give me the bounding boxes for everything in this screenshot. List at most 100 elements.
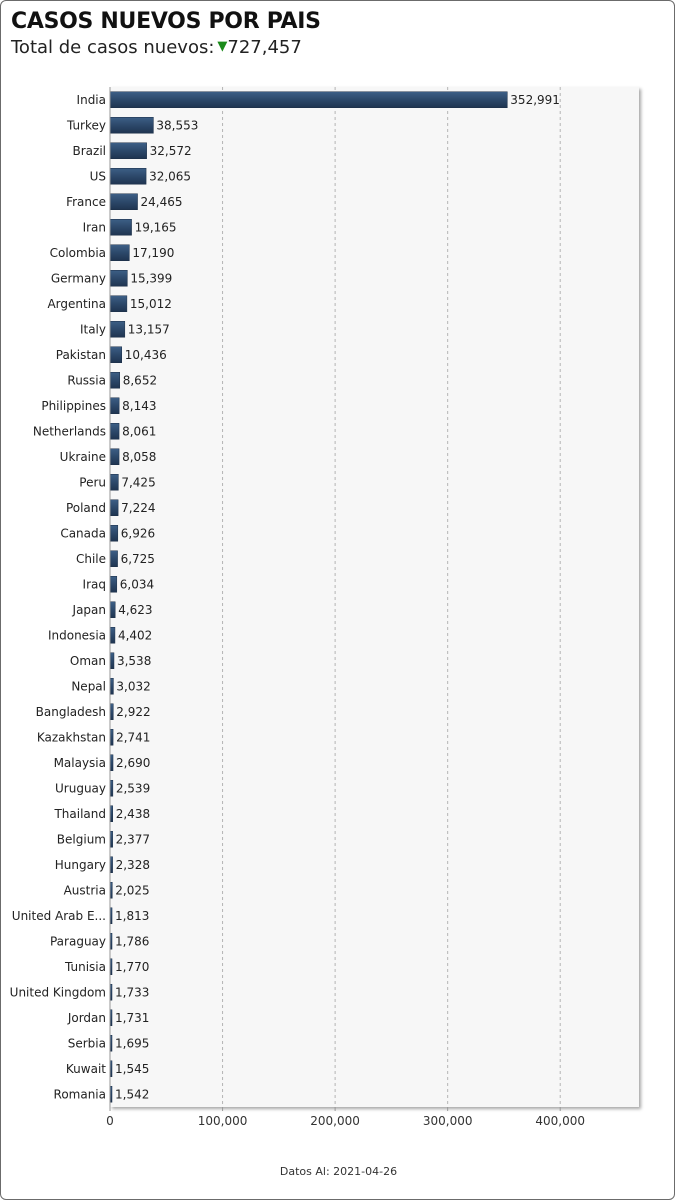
value-label: 3,538 xyxy=(117,654,151,668)
grid-lines xyxy=(222,87,561,1107)
x-tick-label: 100,000 xyxy=(198,1114,248,1128)
category-label: Nepal xyxy=(71,679,106,693)
page-title: CASOS NUEVOS POR PAIS xyxy=(11,9,321,34)
value-label: 13,157 xyxy=(128,322,170,336)
footer-date-value: 2021-04-26 xyxy=(333,1165,398,1178)
subtitle-label: Total de casos nuevos: xyxy=(11,37,215,58)
bar xyxy=(109,219,132,236)
value-label: 10,436 xyxy=(125,348,167,362)
category-label: Jordan xyxy=(67,1011,106,1025)
category-label: Thailand xyxy=(53,807,106,821)
value-label: 8,652 xyxy=(123,373,157,387)
bar xyxy=(109,270,128,287)
value-label: 19,165 xyxy=(135,220,177,234)
bar xyxy=(109,244,130,261)
category-label: Philippines xyxy=(41,399,106,413)
category-label: Kuwait xyxy=(66,1062,106,1076)
bar xyxy=(109,550,118,567)
category-label: Chile xyxy=(76,552,106,566)
subtitle: Total de casos nuevos: ▼727,457 xyxy=(11,37,302,58)
bar xyxy=(109,652,115,669)
footer-date-label: Datos Al: xyxy=(279,1165,330,1178)
value-label: 2,328 xyxy=(116,858,150,872)
value-labels: 352,991 38,553 32,572 32,065 24,465 19,165 17,… xyxy=(115,93,560,1102)
value-label: 32,065 xyxy=(149,169,191,183)
bar xyxy=(109,448,120,465)
value-label: 1,545 xyxy=(115,1062,149,1076)
category-label: Canada xyxy=(60,526,106,540)
value-label: 7,224 xyxy=(121,501,155,515)
category-label: Iran xyxy=(83,220,106,234)
value-label: 24,465 xyxy=(141,195,183,209)
bar xyxy=(109,525,119,542)
value-label: 6,034 xyxy=(120,577,154,591)
x-tick-label: 400,000 xyxy=(535,1114,585,1128)
value-label: 4,623 xyxy=(118,603,152,617)
bar xyxy=(109,678,114,695)
value-label: 2,025 xyxy=(115,883,149,897)
value-label: 352,991 xyxy=(510,93,560,107)
triangle-down-icon: ▼ xyxy=(217,39,228,54)
value-label: 1,813 xyxy=(115,909,149,923)
category-label: Romania xyxy=(54,1087,106,1101)
value-label: 2,690 xyxy=(116,756,150,770)
value-label: 17,190 xyxy=(132,246,174,260)
category-label: Bangladesh xyxy=(36,705,106,719)
value-label: 7,425 xyxy=(121,475,155,489)
category-label: India xyxy=(77,93,106,107)
value-label: 2,377 xyxy=(116,832,150,846)
bar xyxy=(109,91,508,108)
bar xyxy=(109,372,120,389)
category-label: Serbia xyxy=(68,1036,106,1050)
category-label: Hungary xyxy=(55,858,106,872)
category-label: Belgium xyxy=(57,832,106,846)
category-label: Indonesia xyxy=(48,628,106,642)
x-axis-ticks: 0 100,000 200,000 300,000 400,000 xyxy=(106,1107,585,1128)
category-label: Netherlands xyxy=(33,424,106,438)
value-label: 8,058 xyxy=(122,450,156,464)
category-label: Brazil xyxy=(73,144,107,158)
value-label: 1,733 xyxy=(115,985,149,999)
category-label: Italy xyxy=(80,322,106,336)
bar xyxy=(109,346,122,363)
category-label: Japan xyxy=(72,603,106,617)
value-label: 1,542 xyxy=(115,1087,149,1101)
footer: Datos Al: 2021-04-26 xyxy=(1,1165,675,1178)
value-label: 38,553 xyxy=(156,118,198,132)
category-label: Turkey xyxy=(66,118,106,132)
category-label: Poland xyxy=(66,501,106,515)
value-label: 3,032 xyxy=(116,679,150,693)
x-tick-label: 200,000 xyxy=(310,1114,360,1128)
category-label: Uruguay xyxy=(55,781,106,795)
category-label: US xyxy=(90,169,106,183)
value-label: 1,770 xyxy=(115,960,149,974)
category-label: United Arab E... xyxy=(12,909,106,923)
category-label: Malaysia xyxy=(54,756,106,770)
category-labels: India Turkey Brazil US France Iran Colombia Ger… xyxy=(10,93,107,1102)
category-label: Russia xyxy=(67,373,106,387)
category-label: Iraq xyxy=(83,577,106,591)
value-label: 32,572 xyxy=(150,144,192,158)
category-label: United Kingdom xyxy=(10,985,106,999)
category-label: Peru xyxy=(79,475,106,489)
value-label: 1,695 xyxy=(115,1036,149,1050)
bar xyxy=(109,576,118,593)
value-label: 2,922 xyxy=(116,705,150,719)
category-label: Ukraine xyxy=(60,450,106,464)
value-label: 1,731 xyxy=(115,1011,149,1025)
value-label: 8,061 xyxy=(122,424,156,438)
value-label: 6,926 xyxy=(121,526,155,540)
value-label: 6,725 xyxy=(121,552,155,566)
bar xyxy=(109,168,147,185)
bar xyxy=(109,117,154,134)
value-label: 2,741 xyxy=(116,730,150,744)
value-label: 1,786 xyxy=(115,934,149,948)
value-label: 4,402 xyxy=(118,628,152,642)
x-tick-label: 300,000 xyxy=(423,1114,473,1128)
category-label: Paraguay xyxy=(50,934,106,948)
bar xyxy=(109,474,119,491)
category-label: Argentina xyxy=(47,297,106,311)
category-label: Austria xyxy=(64,883,106,897)
